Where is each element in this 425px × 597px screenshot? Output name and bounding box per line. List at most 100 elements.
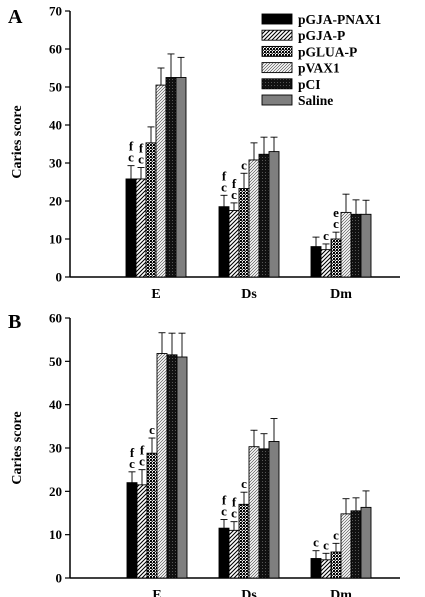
bar: [268, 151, 280, 278]
significance-label: c: [313, 535, 319, 550]
significance-label: c: [241, 157, 247, 172]
y-tick-label: 0: [56, 571, 63, 586]
y-tick-label: 10: [49, 527, 62, 542]
bar: [165, 77, 177, 278]
bar: [166, 354, 178, 579]
bar: [145, 142, 157, 278]
y-tick-label: 70: [49, 4, 62, 19]
significance-label: c: [323, 228, 329, 243]
legend-label: pVAX1: [298, 61, 340, 76]
bar: [360, 213, 372, 278]
significance-label: c: [323, 537, 329, 552]
bar: [136, 484, 148, 579]
bar: [238, 188, 250, 278]
category-label: Dm: [330, 287, 352, 302]
bar: [218, 206, 230, 278]
y-tick-label: 60: [49, 311, 62, 326]
bar: [176, 356, 188, 579]
y-tick-label: 20: [49, 194, 62, 209]
significance-label: c: [231, 187, 237, 202]
bar: [320, 559, 332, 579]
legend-label: pGLUA-P: [298, 44, 357, 59]
significance-label: c: [129, 456, 135, 471]
significance-label: c: [221, 504, 227, 519]
bar: [258, 448, 270, 579]
y-tick-label: 40: [49, 118, 62, 133]
significance-label: c: [221, 179, 227, 194]
significance-label: c: [241, 476, 247, 491]
significance-label: f: [130, 445, 135, 460]
y-tick-label: 10: [49, 232, 62, 247]
significance-label: f: [140, 443, 145, 458]
significance-label: c: [149, 422, 155, 437]
category-label: Ds: [241, 588, 257, 597]
y-tick-label: 30: [49, 441, 62, 456]
bar: [330, 551, 342, 579]
category-label: E: [152, 588, 161, 597]
significance-label: f: [222, 493, 227, 508]
bar: [258, 153, 270, 278]
panel-letter-b: B: [8, 311, 21, 333]
significance-label: e: [333, 205, 339, 220]
y-tick-label: 0: [56, 270, 63, 285]
panel-letter-a: A: [8, 6, 23, 28]
significance-label: f: [232, 176, 237, 191]
bar: [248, 446, 260, 579]
significance-label: f: [129, 139, 134, 154]
panel-b: B Caries score 0102030405060fcfccEfcfccD…: [8, 311, 400, 597]
bar: [146, 452, 158, 579]
significance-label: c: [333, 527, 339, 542]
y-tick-label: 50: [49, 80, 62, 95]
category-label: Dm: [330, 588, 352, 597]
category-label: E: [151, 287, 160, 302]
bar: [156, 353, 168, 579]
bar: [135, 178, 147, 278]
bar: [340, 513, 352, 579]
bar: [175, 77, 187, 278]
legend-label: pGJA-P: [298, 28, 345, 43]
significance-label: c: [139, 454, 145, 469]
bar: [228, 529, 240, 579]
y-axis-label-b: Caries score: [10, 411, 25, 484]
bar: [310, 558, 322, 579]
category-label: Ds: [241, 287, 257, 302]
bar: [360, 506, 372, 579]
y-tick-label: 30: [49, 156, 62, 171]
bar: [218, 527, 230, 579]
legend-swatch: [261, 45, 293, 57]
legend-swatch: [261, 78, 293, 90]
legend-label: pGJA-PNAX1: [298, 12, 381, 27]
significance-label: c: [231, 506, 237, 521]
significance-label: f: [232, 495, 237, 510]
bar: [155, 84, 167, 278]
significance-label: f: [222, 168, 227, 183]
bar: [126, 482, 138, 579]
y-tick-label: 50: [49, 354, 62, 369]
legend-swatch: [261, 94, 293, 106]
bar: [238, 503, 250, 579]
bar: [340, 211, 352, 278]
bar: [350, 213, 362, 278]
bar: [228, 210, 240, 278]
legend-swatch: [261, 62, 293, 74]
y-tick-label: 40: [49, 397, 62, 412]
y-axis-label-a: Caries score: [10, 105, 25, 178]
y-tick-label: 60: [49, 42, 62, 57]
legend-swatch: [261, 13, 293, 25]
significance-label: c: [333, 216, 339, 231]
significance-label: c: [138, 152, 144, 167]
significance-label: f: [139, 141, 144, 156]
legend-swatch: [261, 29, 293, 41]
bar: [125, 178, 137, 278]
bar: [320, 249, 332, 278]
bar: [330, 238, 342, 278]
bar: [350, 510, 362, 579]
significance-label: c: [128, 150, 134, 165]
y-tick-label: 20: [49, 484, 62, 499]
bar: [248, 159, 260, 278]
legend-label: pCI: [298, 77, 321, 92]
bar: [268, 441, 280, 579]
bar: [310, 246, 322, 278]
